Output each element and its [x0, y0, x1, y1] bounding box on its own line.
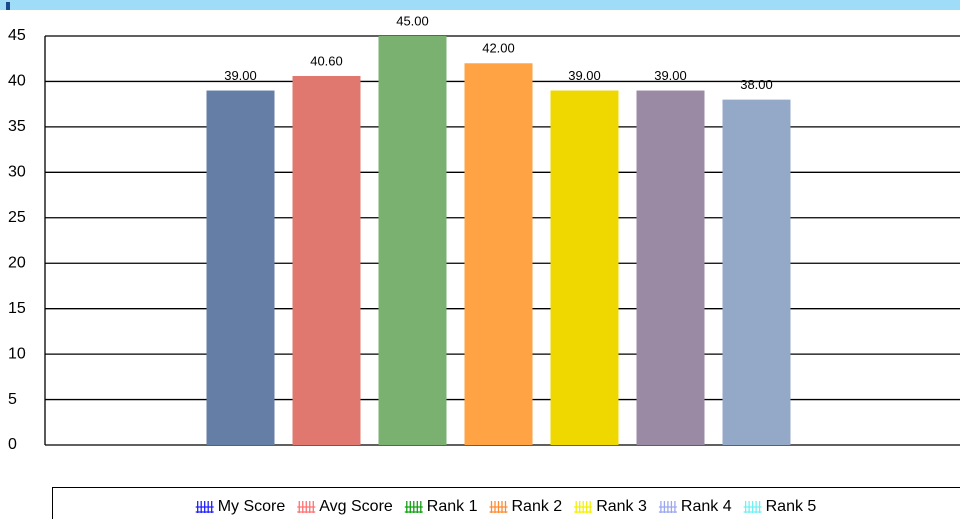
header-mark — [6, 2, 10, 10]
y-tick-label: 35 — [8, 118, 26, 135]
legend-swatch — [574, 501, 593, 513]
legend-swatch — [489, 501, 508, 513]
y-tick-label: 0 — [8, 436, 17, 453]
legend-swatch — [297, 501, 316, 513]
y-tick-label: 30 — [8, 164, 26, 181]
legend-swatch — [404, 501, 423, 513]
legend-label: Rank 2 — [512, 498, 563, 515]
legend-swatch — [658, 501, 677, 513]
value-label: 39.00 — [224, 68, 257, 83]
legend-label: Rank 3 — [596, 498, 647, 515]
legend-item: Rank 3 — [574, 498, 647, 515]
value-label: 40.60 — [310, 53, 343, 68]
legend-label: Avg Score — [319, 498, 393, 515]
legend-swatch — [743, 501, 762, 513]
y-tick-label: 5 — [8, 391, 17, 408]
value-label: 45.00 — [396, 13, 429, 28]
y-tick-label: 25 — [8, 209, 26, 226]
legend-item: Rank 1 — [404, 498, 478, 515]
bar — [636, 90, 705, 446]
bar — [464, 63, 533, 446]
y-tick-label: 45 — [8, 27, 26, 44]
header-bar — [0, 0, 960, 10]
value-label: 39.00 — [568, 68, 601, 83]
legend-item: Rank 5 — [743, 498, 817, 515]
legend-item: Rank 4 — [658, 498, 732, 515]
y-tick-label: 15 — [8, 300, 26, 317]
legend-label: Rank 4 — [681, 498, 732, 515]
bar — [292, 75, 361, 445]
legend-label: Rank 5 — [766, 498, 817, 515]
legend-item: Avg Score — [297, 498, 393, 515]
legend-label: Rank 1 — [427, 498, 478, 515]
bar — [550, 90, 619, 446]
y-tick-label: 10 — [8, 345, 26, 362]
value-label: 39.00 — [654, 68, 687, 83]
legend-item: Rank 2 — [489, 498, 563, 515]
legend-label: My Score — [218, 498, 286, 515]
value-label: 38.00 — [740, 77, 773, 92]
bar — [378, 36, 447, 445]
y-tick-label: 40 — [8, 73, 26, 90]
y-tick-label: 20 — [8, 254, 26, 271]
legend-item: My Score — [195, 498, 286, 515]
legend-swatch — [195, 501, 214, 513]
value-label: 42.00 — [482, 41, 515, 56]
bar — [206, 90, 275, 446]
legend: My Score Avg Score Rank 1 Rank 2 Rank 3 Rank … — [195, 498, 817, 515]
bar — [722, 99, 791, 445]
